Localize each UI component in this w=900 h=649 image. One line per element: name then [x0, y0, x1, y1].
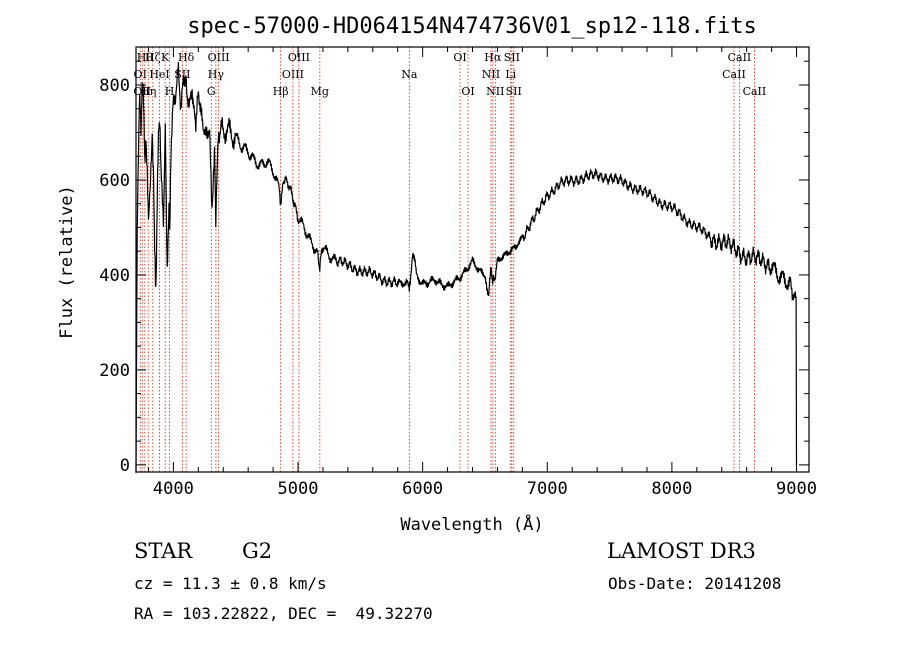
emission-line-label: K	[161, 51, 170, 64]
survey-name: LAMOST DR3	[607, 539, 756, 563]
emission-line-label: OI	[461, 85, 474, 98]
emission-line-label: SII	[506, 85, 522, 98]
emission-line-label: Hγ	[208, 68, 225, 81]
emission-line-label: Na	[401, 68, 418, 81]
emission-line-label: Mg	[311, 85, 329, 98]
y-tick-label: 400	[99, 266, 130, 286]
emission-line-label: G	[207, 85, 216, 98]
y-tick-label: 0	[120, 456, 130, 476]
x-axis: 4000 5000 6000 7000 8000 9000	[147, 47, 817, 499]
subclass: G2	[242, 539, 273, 563]
emission-line-label: OI	[453, 51, 466, 64]
emission-line-label: NII	[482, 68, 500, 81]
x-tick-label: 7000	[527, 479, 568, 499]
emission-line-label: Hη	[140, 85, 156, 98]
emission-line-label: CaII	[722, 68, 746, 81]
y-axis: 0 200 400 600 800	[99, 60, 809, 476]
x-tick-label: 6000	[402, 479, 443, 499]
x-tick-label: 9000	[776, 479, 817, 499]
y-axis-label: Flux (relative)	[57, 185, 77, 339]
emission-line-label: SII	[504, 51, 520, 64]
coordinates: RA = 103.22822, DEC = 49.32270	[134, 604, 433, 623]
emission-line-label: OI	[134, 68, 147, 81]
emission-line-label: Hα	[484, 51, 502, 64]
emission-line-label: OIII	[208, 51, 230, 64]
emission-line-label: Li	[505, 68, 516, 81]
emission-line-label: H	[165, 85, 175, 98]
series-line	[135, 61, 798, 473]
y-tick-label: 800	[99, 76, 130, 96]
redshift-readout: cz = 11.3 ± 0.8 km/s	[134, 574, 327, 593]
object-class: STAR	[134, 539, 193, 563]
emission-line-label: CaII	[728, 51, 752, 64]
x-tick-label: 5000	[278, 479, 319, 499]
obs-date: Obs-Date: 20141208	[608, 574, 782, 593]
emission-line-label: HeI	[149, 68, 169, 81]
emission-line-label: Hδ	[178, 51, 195, 64]
emission-line-markers	[139, 47, 755, 472]
emission-line-label: OIII	[288, 51, 310, 64]
x-tick-label: 8000	[651, 479, 692, 499]
emission-line-label: OIII	[282, 68, 304, 81]
emission-line-labels: OIOIIHθHηHζHeIKHSIIHδGHγOIIIHβOIIIOIIIMg…	[133, 51, 766, 98]
emission-line-label: Hβ	[273, 85, 289, 98]
emission-line-label: CaII	[743, 85, 767, 98]
y-tick-label: 600	[99, 171, 130, 191]
chart-title: spec-57000-HD064154N474736V01_sp12-118.f…	[187, 14, 757, 39]
emission-line-label: NII	[486, 85, 504, 98]
x-axis-label: Wavelength (Å)	[400, 513, 543, 535]
x-tick-label: 4000	[153, 479, 194, 499]
emission-line-label: Hζ	[145, 51, 161, 64]
y-tick-label: 200	[99, 361, 130, 381]
